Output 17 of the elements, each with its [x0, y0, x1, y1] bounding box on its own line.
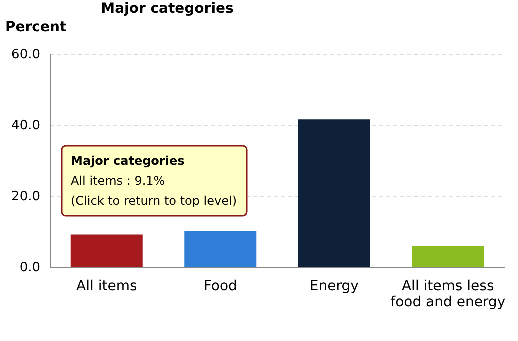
annotation: Major categories — [71, 154, 185, 168]
x-tick-label: Food — [204, 278, 238, 294]
y-tick-label: 60.0 — [12, 48, 40, 62]
bar — [184, 231, 257, 267]
y-tick-label: 40.0 — [12, 118, 40, 134]
chart-title: Major categories — [101, 1, 234, 17]
y-tick-label: 0.0 — [20, 260, 40, 276]
y-axis-title: Percent — [6, 20, 67, 36]
bar — [298, 120, 370, 267]
annotation: (Click to return to top level) — [71, 194, 238, 208]
bar — [70, 234, 143, 267]
y-tick-label: 20.0 — [12, 190, 40, 204]
bar — [412, 246, 484, 267]
annotation: All items : 9.1% — [71, 174, 166, 188]
x-tick-label: All items — [76, 278, 138, 294]
x-tick-label: Energy — [310, 278, 359, 294]
x-tick-label: All items less food and energy — [390, 278, 506, 310]
